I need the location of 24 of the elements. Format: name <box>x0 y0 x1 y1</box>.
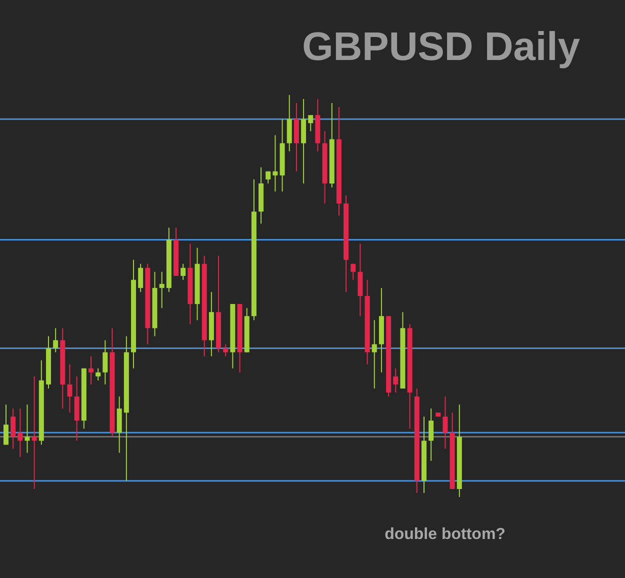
candlestick <box>266 170 271 184</box>
candlestick <box>24 404 30 454</box>
candlestick <box>53 328 58 353</box>
candlestick <box>138 263 144 292</box>
candlestick <box>18 408 23 458</box>
candlestick <box>223 344 228 357</box>
candlestick <box>308 114 314 132</box>
candlestick <box>159 271 164 309</box>
candlestick <box>96 368 101 381</box>
candlestick <box>428 408 434 462</box>
candlestick <box>350 263 356 280</box>
candlestick <box>32 376 37 490</box>
candlestick <box>88 356 94 385</box>
candlestick <box>442 396 448 450</box>
candlestick <box>10 408 16 450</box>
candlestick <box>393 368 398 393</box>
candlestick <box>67 364 72 414</box>
chart-title: GBPUSD Daily <box>302 25 581 69</box>
candlestick <box>102 340 108 385</box>
text: double bottom? <box>384 526 506 543</box>
candlestick <box>3 404 8 446</box>
candlestick <box>372 320 377 389</box>
candlestick <box>180 263 186 280</box>
candlestick <box>272 134 278 192</box>
